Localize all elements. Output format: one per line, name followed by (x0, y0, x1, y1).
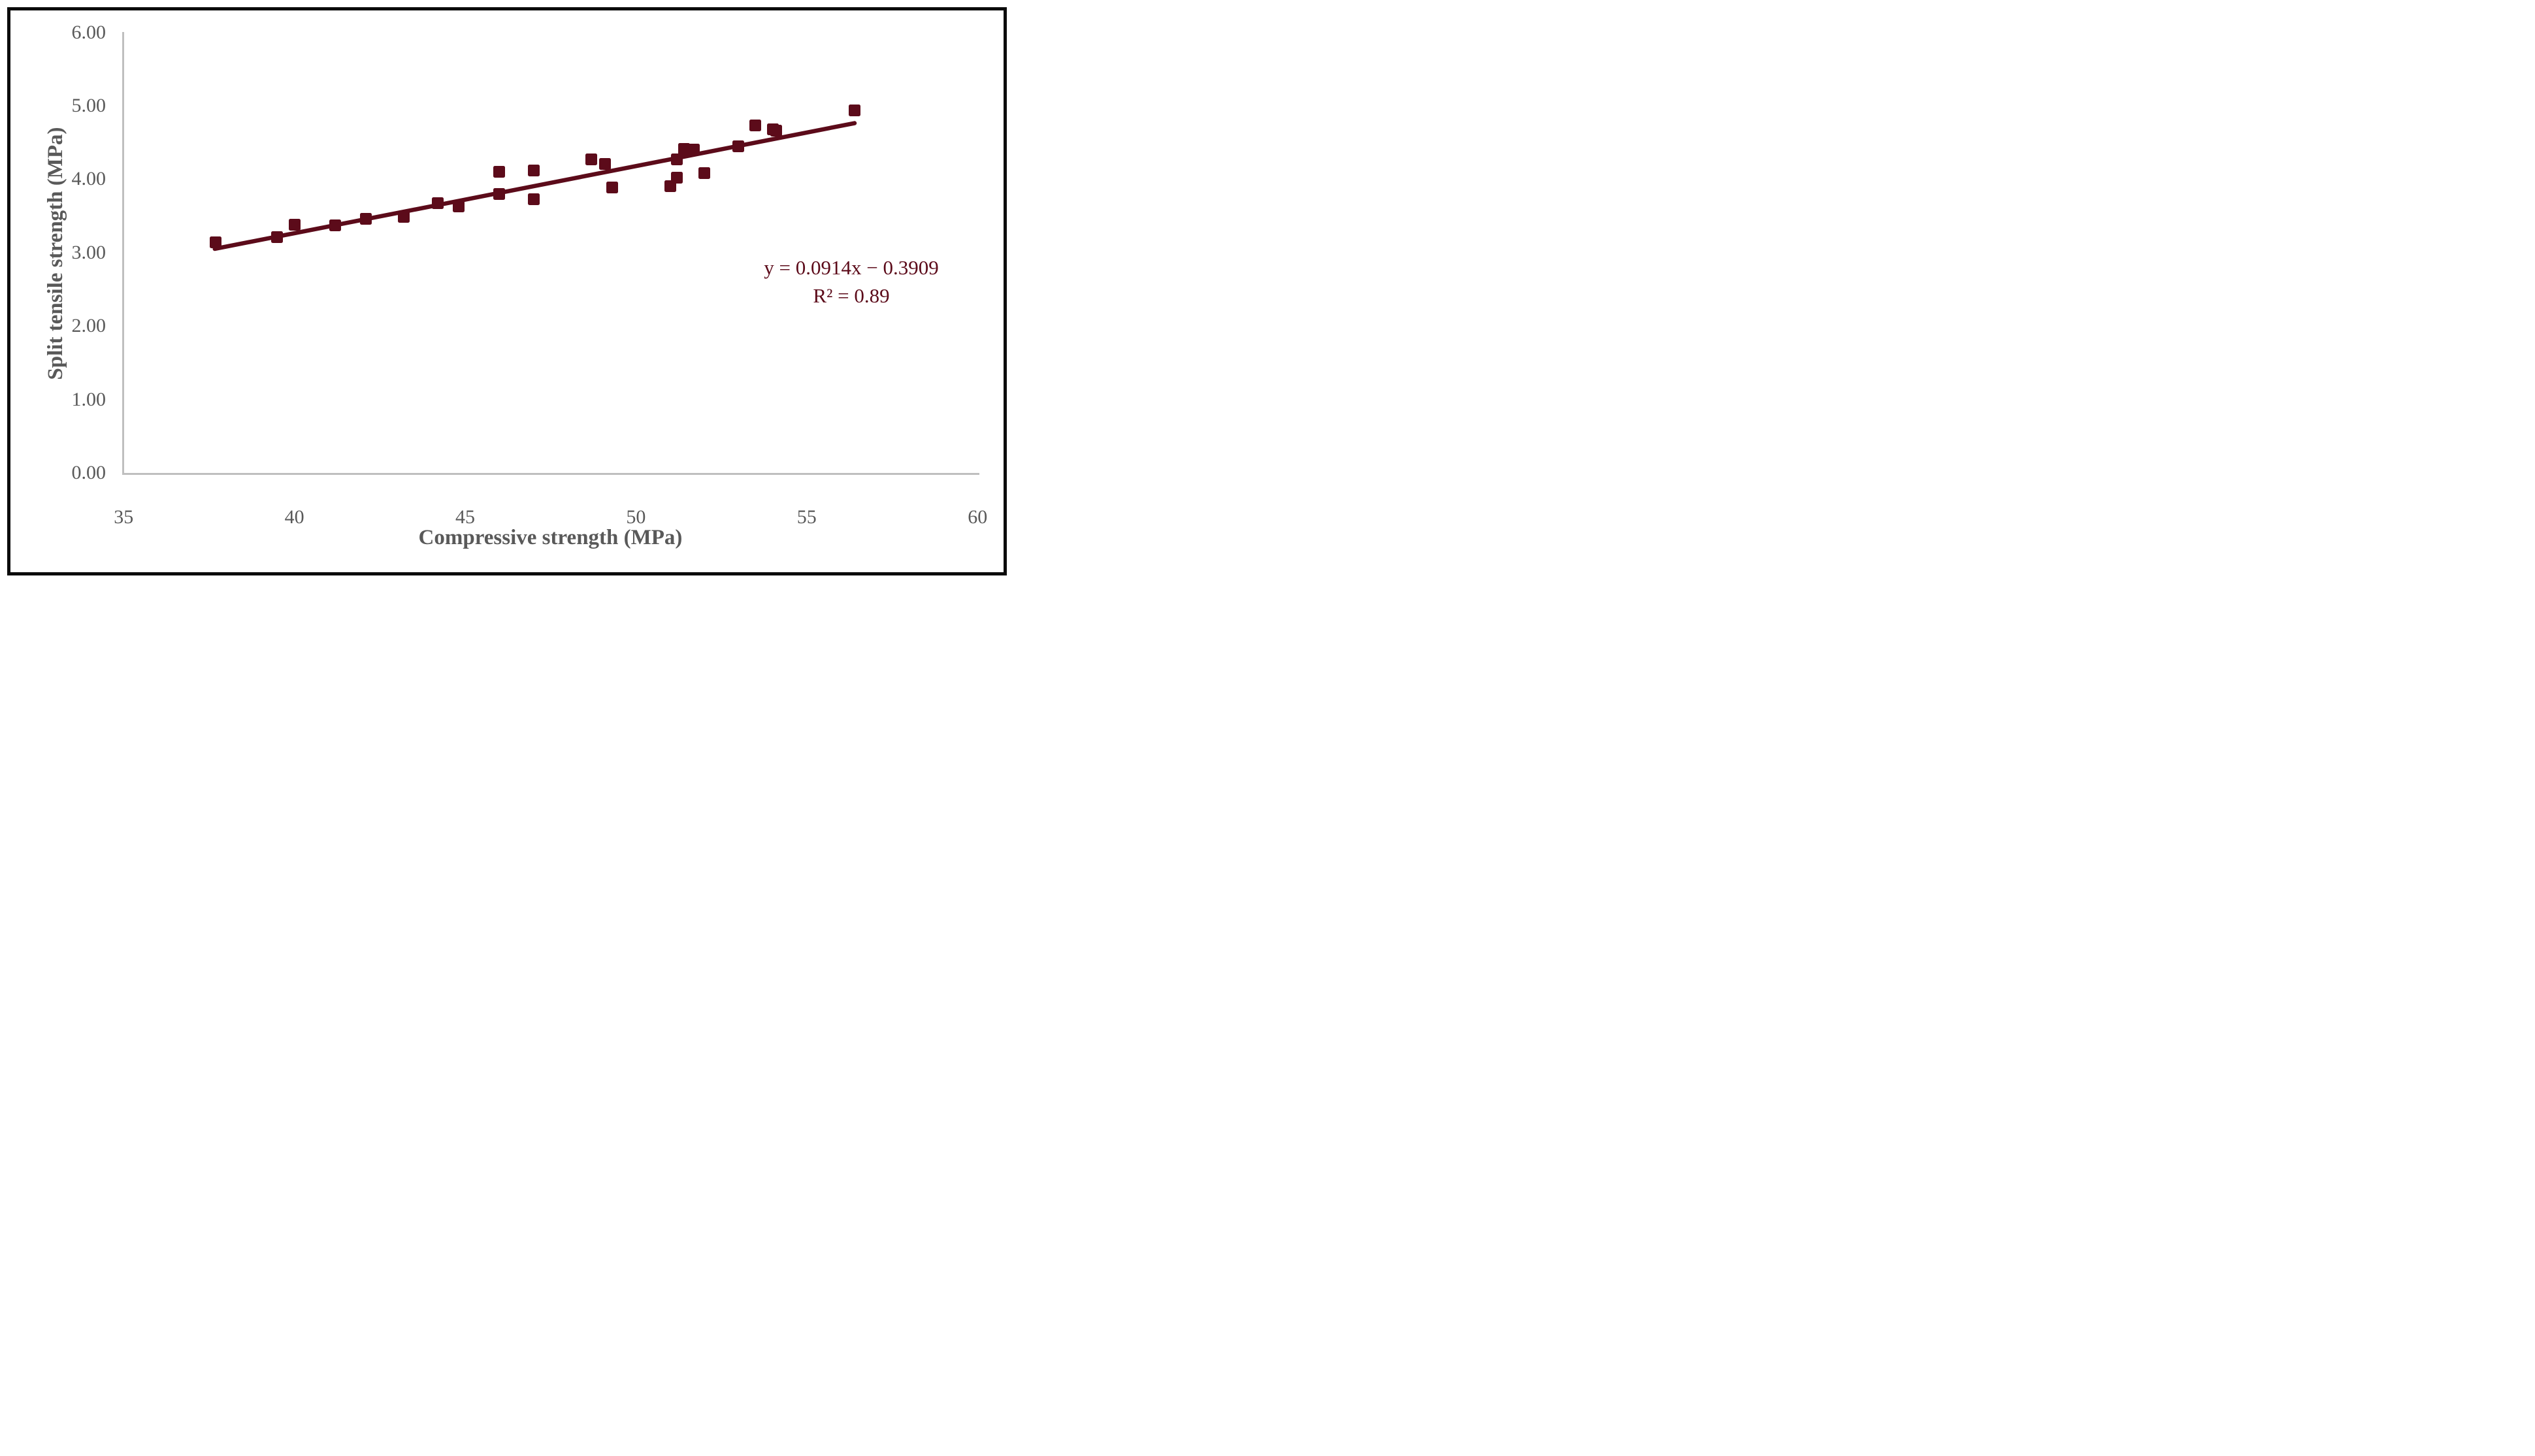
data-point-marker (397, 210, 410, 223)
y-axis-line (122, 32, 124, 475)
data-point-marker (210, 236, 222, 249)
chart-frame-border (7, 7, 1007, 575)
y-axis-title: Split tensile strength (MPa) (44, 127, 67, 380)
x-axis-title: Compressive strength (MPa) (418, 526, 683, 549)
y-tick-label-1.00: 1.00 (71, 388, 106, 410)
data-point-marker (606, 181, 618, 193)
data-point-marker (493, 166, 506, 178)
data-point-marker (452, 200, 465, 212)
data-point-marker (599, 157, 612, 170)
y-tick-label-2.00: 2.00 (71, 315, 106, 337)
trendline-r-squared-text: R² = 0.89 (813, 284, 890, 307)
trendline-annotation: y = 0.0914x − 0.3909 R² = 0.89 (623, 253, 1014, 310)
data-point-marker (585, 154, 598, 166)
data-point-marker (688, 144, 700, 156)
data-point-marker (360, 213, 372, 225)
data-point-marker (271, 231, 284, 244)
x-tick-label-55: 55 (796, 506, 817, 528)
x-tick-label-60: 60 (968, 506, 988, 528)
y-tick-label-4.00: 4.00 (71, 168, 106, 190)
data-point-marker (527, 193, 540, 205)
data-point-marker (432, 197, 444, 210)
data-point-marker (329, 219, 342, 232)
data-point-marker (671, 172, 683, 184)
y-tick-label-3.00: 3.00 (71, 241, 106, 263)
x-tick-label-40: 40 (284, 506, 304, 528)
y-tick-label-0.00: 0.00 (71, 462, 106, 483)
y-tick-label-6.00: 6.00 (71, 21, 106, 43)
scatter-chart-figure: 35 40 45 50 55 60 0.00 1.00 2.00 3.00 4.00 5.00 6.0… (0, 0, 1014, 583)
data-point-marker (678, 143, 690, 155)
data-point-marker (732, 140, 745, 152)
data-point-marker (770, 125, 782, 137)
x-axis-line (122, 473, 979, 475)
data-point-marker (698, 167, 710, 180)
x-tick-label-35: 35 (114, 506, 134, 528)
x-tick-label-45: 45 (455, 506, 475, 528)
data-point-marker (288, 219, 301, 231)
data-point-marker (493, 187, 506, 200)
y-tick-label-5.00: 5.00 (71, 95, 106, 116)
data-point-marker (527, 164, 540, 176)
data-point-marker (848, 104, 860, 116)
x-tick-label-50: 50 (626, 506, 646, 528)
data-point-marker (671, 154, 683, 166)
data-point-marker (749, 120, 762, 132)
trendline-equation-text: y = 0.0914x − 0.3909 (764, 256, 939, 279)
